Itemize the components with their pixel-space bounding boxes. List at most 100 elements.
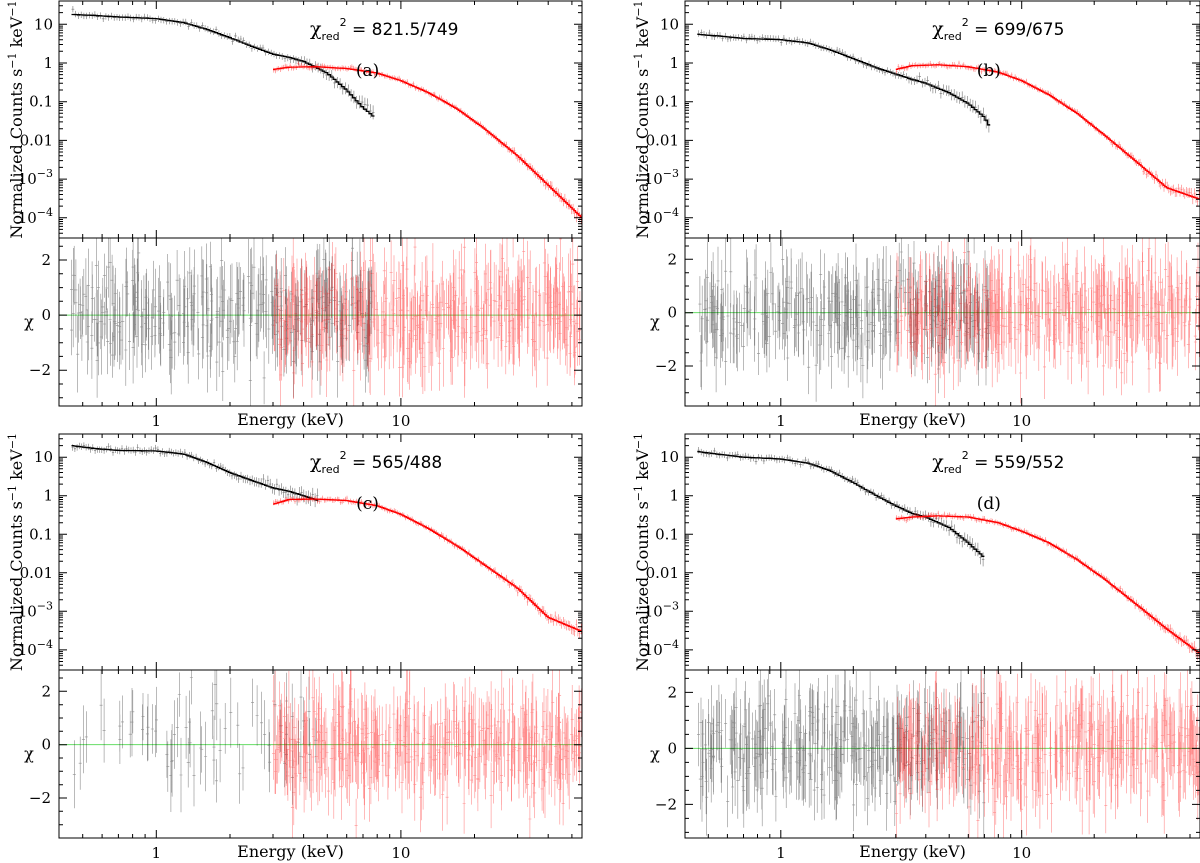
y-tick-base: 10 xyxy=(644,602,663,620)
y-label-main: Normalized Counts s xyxy=(633,501,652,671)
x-axis-label: Energy (keV) xyxy=(237,410,344,429)
y-axis-label-residual: χ xyxy=(24,744,34,763)
residual-data-soft xyxy=(72,670,318,813)
y-axis-label-residual: χ xyxy=(24,312,34,331)
chi-square-annotation: χred2 = 821.5/749 xyxy=(310,16,458,43)
panel-tag: (b) xyxy=(977,61,1001,81)
y-tick-base: 10 xyxy=(34,448,53,466)
panel-tag: (a) xyxy=(356,61,379,81)
residual-tick-label: −2 xyxy=(29,789,51,807)
spectrum-data-soft xyxy=(697,29,991,133)
residual-data-hard xyxy=(895,670,1200,838)
y-tick-label: 0.1 xyxy=(29,525,53,543)
residual-frame xyxy=(58,237,583,407)
y-tick-base: 10 xyxy=(660,448,679,466)
residual-plot xyxy=(59,238,582,406)
x-tick-label: 1 xyxy=(152,844,162,862)
y-tick-label: 10−3 xyxy=(18,167,53,188)
x-tick-label: 1 xyxy=(776,844,786,862)
y-tick-label: 0.1 xyxy=(655,93,679,111)
spectrum-plot xyxy=(697,447,1200,661)
residual-data-soft xyxy=(698,238,991,402)
y-tick-label: 10−4 xyxy=(644,206,679,227)
y-tick-base: 10 xyxy=(18,602,37,620)
residual-plot xyxy=(685,238,1200,406)
x-tick-label: 1 xyxy=(776,412,786,430)
y-tick-exponent: −4 xyxy=(663,638,679,651)
panel-tag: (c) xyxy=(356,494,379,514)
residual-frame xyxy=(684,669,1200,839)
y-axis-label-spectrum: Normalized Counts s−1 keV−1 xyxy=(632,433,652,671)
residual-tick-label: −2 xyxy=(655,357,677,375)
residual-plot xyxy=(685,670,1200,838)
y-label-main: Normalized Counts s xyxy=(7,501,26,671)
spectrum-data-hard xyxy=(273,61,582,225)
x-tick-label: 10 xyxy=(1012,844,1031,862)
axis-ticks xyxy=(58,433,582,838)
y-tick-base: 10 xyxy=(18,170,37,188)
residual-frame xyxy=(58,669,583,839)
y-label-exp: −1 xyxy=(6,52,19,68)
residual-tick-label: 0 xyxy=(41,306,51,324)
chi-subscript: red xyxy=(944,30,962,43)
y-axis-label-residual: χ xyxy=(650,312,660,331)
y-tick-label: 0.1 xyxy=(29,93,53,111)
spectrum-data-soft xyxy=(71,442,319,508)
y-tick-base: 10 xyxy=(18,641,37,659)
spectrum-model-soft xyxy=(697,451,985,557)
y-label-exp: −1 xyxy=(6,0,19,16)
y-label-exp: −1 xyxy=(632,0,645,16)
y-tick-exponent: −3 xyxy=(663,167,679,180)
spectrum-model-soft xyxy=(697,33,991,126)
y-tick-exponent: −3 xyxy=(663,599,679,612)
y-tick-label: 0.1 xyxy=(655,525,679,543)
y-label-unit: keV xyxy=(633,449,652,485)
y-tick-base: 1 xyxy=(669,54,679,72)
x-axis-label: Energy (keV) xyxy=(237,842,344,861)
chi-subscript: red xyxy=(944,463,962,476)
y-tick-label: 10−3 xyxy=(644,167,679,188)
y-tick-base: 0.1 xyxy=(655,93,679,111)
y-tick-base: 10 xyxy=(644,170,663,188)
x-tick-label: 10 xyxy=(1012,412,1031,430)
y-tick-label: 10 xyxy=(660,448,679,466)
spectrum-model-hard xyxy=(273,498,582,632)
spectrum-data-hard xyxy=(273,495,582,639)
panel-tag: (d) xyxy=(977,494,1001,514)
y-axis-label-spectrum: Normalized Counts s−1 keV−1 xyxy=(632,0,652,238)
residual-plot xyxy=(59,670,582,838)
y-tick-label: 1 xyxy=(43,487,53,505)
y-tick-base: 10 xyxy=(644,209,663,227)
y-tick-base: 1 xyxy=(669,487,679,505)
axis-ticks xyxy=(684,433,1200,838)
residual-data-hard xyxy=(895,238,1200,406)
spectrum-data-soft xyxy=(71,6,375,120)
y-tick-label: 0.01 xyxy=(646,564,679,582)
chi-symbol: χ xyxy=(310,18,322,40)
chi-symbol: χ xyxy=(310,451,322,473)
chi-superscript: 2 xyxy=(962,449,969,462)
y-label-exp: −1 xyxy=(632,433,645,449)
x-axis-label: Energy (keV) xyxy=(859,410,966,429)
y-tick-label: 1 xyxy=(669,487,679,505)
chi-square-annotation: χred2 = 699/675 xyxy=(932,16,1064,43)
residual-tick-label: 0 xyxy=(667,304,677,322)
residual-tick-label: 2 xyxy=(41,251,51,269)
residual-tick-label: 0 xyxy=(41,736,51,754)
spectrum-data-hard xyxy=(895,510,1200,661)
chi-value: = 559/552 xyxy=(969,453,1065,473)
spectrum-model-soft xyxy=(71,445,319,501)
y-tick-base: 0.01 xyxy=(20,131,53,149)
residual-tick-label: −2 xyxy=(29,361,51,379)
x-axis-label: Energy (keV) xyxy=(859,842,966,861)
chi-superscript: 2 xyxy=(340,449,347,462)
y-label-exp: −1 xyxy=(632,485,645,501)
spectrum-model-soft xyxy=(71,13,375,117)
y-axis-label-spectrum: Normalized Counts s−1 keV−1 xyxy=(6,433,26,671)
chi-symbol: χ xyxy=(932,451,944,473)
y-tick-exponent: −3 xyxy=(37,167,53,180)
y-tick-base: 1 xyxy=(43,487,53,505)
y-label-unit: keV xyxy=(7,16,26,52)
